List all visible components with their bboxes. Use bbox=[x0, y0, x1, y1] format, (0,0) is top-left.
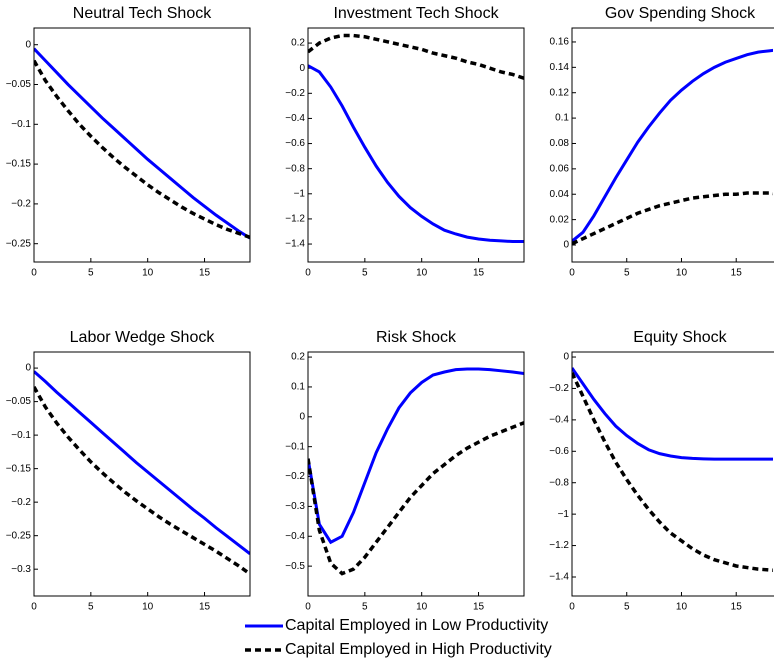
y-tick-label: −0.3 bbox=[285, 501, 305, 512]
x-tick-label: 10 bbox=[416, 602, 428, 613]
y-tick-label: −0.4 bbox=[549, 415, 569, 426]
x-tick-label: 10 bbox=[676, 602, 688, 613]
x-tick-label: 0 bbox=[31, 602, 37, 613]
y-tick-label: 0.04 bbox=[550, 189, 570, 200]
y-tick-label: −0.2 bbox=[285, 88, 305, 99]
series-line bbox=[34, 385, 250, 576]
series-line bbox=[308, 64, 524, 244]
series-line bbox=[34, 370, 250, 555]
y-tick-label: 0.06 bbox=[550, 163, 570, 174]
y-tick-label: −1.2 bbox=[549, 540, 569, 551]
x-tick-label: 5 bbox=[362, 602, 368, 613]
y-tick-label: −0.3 bbox=[11, 564, 31, 575]
x-tick-label: 15 bbox=[199, 268, 211, 279]
x-tick-label: 0 bbox=[569, 268, 575, 279]
y-tick-label: −0.4 bbox=[285, 531, 305, 542]
y-tick-label: −1 bbox=[558, 509, 570, 520]
y-tick-label: −0.05 bbox=[6, 79, 32, 90]
x-tick-label: 15 bbox=[199, 602, 211, 613]
x-tick-label: 10 bbox=[142, 602, 154, 613]
x-tick-label: 15 bbox=[731, 268, 743, 279]
series-line bbox=[572, 48, 773, 243]
y-tick-label: −0.2 bbox=[11, 199, 31, 210]
x-tick-label: 5 bbox=[624, 602, 630, 613]
panel-title: Investment Tech Shock bbox=[333, 5, 499, 22]
series-line bbox=[34, 47, 250, 240]
y-tick-label: 0.08 bbox=[550, 138, 570, 149]
x-tick-label: 10 bbox=[416, 268, 428, 279]
y-tick-label: 0 bbox=[299, 411, 305, 422]
y-tick-label: 0 bbox=[563, 352, 569, 363]
y-tick-label: −0.2 bbox=[11, 497, 31, 508]
y-tick-label: 0.2 bbox=[291, 38, 305, 49]
panel-title: Risk Shock bbox=[376, 329, 457, 346]
y-tick-label: 0.2 bbox=[291, 352, 305, 363]
x-tick-label: 10 bbox=[142, 268, 154, 279]
series-line bbox=[34, 59, 250, 239]
x-tick-label: 0 bbox=[569, 602, 575, 613]
x-tick-label: 15 bbox=[731, 602, 743, 613]
y-tick-label: 0.1 bbox=[291, 382, 305, 393]
y-tick-label: −0.25 bbox=[6, 238, 32, 249]
panel-title: Gov Spending Shock bbox=[605, 5, 756, 22]
y-tick-label: −0.5 bbox=[285, 561, 305, 572]
legend-label: Capital Employed in High Productivity bbox=[285, 641, 552, 658]
y-tick-label: −0.6 bbox=[285, 138, 305, 149]
y-tick-label: −1.2 bbox=[285, 214, 305, 225]
y-tick-label: 0 bbox=[563, 240, 569, 251]
plot-frame bbox=[571, 351, 774, 597]
legend-label: Capital Employed in Low Productivity bbox=[285, 617, 548, 634]
panel-title: Neutral Tech Shock bbox=[73, 5, 212, 22]
x-tick-label: 0 bbox=[31, 268, 37, 279]
plot-frame bbox=[33, 27, 251, 263]
y-tick-label: 0 bbox=[25, 363, 31, 374]
x-tick-label: 10 bbox=[676, 268, 688, 279]
series-line bbox=[308, 33, 524, 80]
y-tick-label: −0.1 bbox=[11, 119, 31, 130]
y-tick-label: −0.1 bbox=[11, 430, 31, 441]
y-tick-label: 0.1 bbox=[555, 113, 569, 124]
plot-frame bbox=[33, 351, 251, 597]
y-tick-label: −0.15 bbox=[6, 159, 32, 170]
series-line bbox=[308, 367, 524, 545]
y-tick-label: 0.02 bbox=[550, 214, 570, 225]
y-tick-label: −0.1 bbox=[285, 441, 305, 452]
y-tick-label: −0.6 bbox=[549, 446, 569, 457]
series-line bbox=[572, 191, 773, 246]
y-tick-label: −0.8 bbox=[285, 163, 305, 174]
x-tick-label: 5 bbox=[624, 268, 630, 279]
panel-title: Equity Shock bbox=[633, 329, 727, 346]
plot-frame bbox=[571, 27, 774, 263]
y-tick-label: −1.4 bbox=[285, 239, 305, 250]
x-tick-label: 5 bbox=[362, 268, 368, 279]
y-tick-label: −1 bbox=[294, 188, 306, 199]
x-tick-label: 0 bbox=[305, 268, 311, 279]
y-tick-label: 0 bbox=[299, 63, 305, 74]
x-tick-label: 0 bbox=[305, 602, 311, 613]
y-tick-label: −0.4 bbox=[285, 113, 305, 124]
y-tick-label: −0.05 bbox=[6, 396, 32, 407]
panel-title: Labor Wedge Shock bbox=[70, 329, 216, 346]
plot-frame bbox=[307, 351, 525, 597]
y-tick-label: −0.8 bbox=[549, 477, 569, 488]
x-tick-label: 15 bbox=[473, 268, 485, 279]
y-tick-label: −1.4 bbox=[549, 572, 569, 583]
y-tick-label: 0.16 bbox=[550, 37, 570, 48]
y-tick-label: 0.12 bbox=[550, 87, 570, 98]
y-tick-label: 0 bbox=[25, 39, 31, 50]
y-tick-label: −0.25 bbox=[6, 530, 32, 541]
y-tick-label: −0.2 bbox=[549, 383, 569, 394]
series-line bbox=[572, 367, 773, 461]
x-tick-label: 5 bbox=[88, 602, 94, 613]
x-tick-label: 5 bbox=[88, 268, 94, 279]
x-tick-label: 15 bbox=[473, 602, 485, 613]
y-tick-label: −0.2 bbox=[285, 471, 305, 482]
series-line bbox=[572, 372, 773, 572]
y-tick-label: 0.14 bbox=[550, 62, 570, 73]
plot-frame bbox=[307, 27, 525, 263]
series-line bbox=[308, 421, 524, 576]
y-tick-label: −0.15 bbox=[6, 463, 32, 474]
